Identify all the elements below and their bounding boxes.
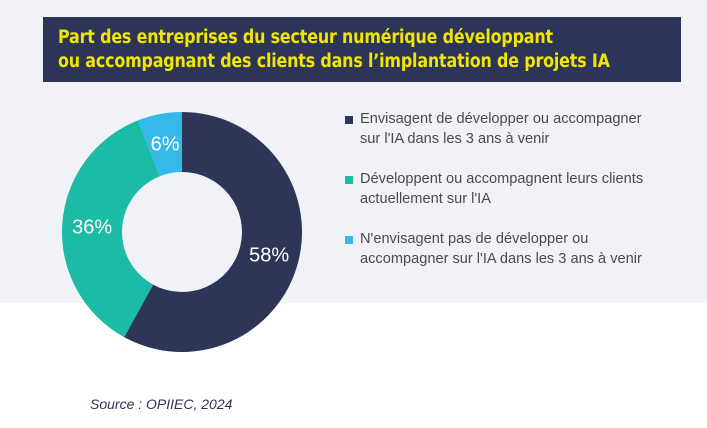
data-label-envisagent: 58%: [249, 244, 289, 266]
donut-slice-envisagent: [124, 112, 302, 352]
donut-slice-nenvisagent-pas: [137, 112, 182, 177]
chart-source: Source : OPIIEC, 2024: [90, 396, 233, 412]
data-label-nenvisagent-pas: 6%: [151, 134, 180, 156]
legend-item-envisagent: Envisagent de développer ou accompagner …: [345, 109, 675, 149]
data-label-developpent: 36%: [72, 216, 112, 238]
legend-item-nenvisagent-pas: N'envisagent pas de développer ou accomp…: [345, 229, 675, 269]
legend-swatch-nenvisagent-pas: [345, 236, 353, 244]
legend-swatch-envisagent: [345, 116, 353, 124]
chart-legend: Envisagent de développer ou accompagner …: [345, 109, 675, 289]
legend-label-developpent: Développent ou accompagnent leurs client…: [360, 171, 644, 207]
legend-item-developpent: Développent ou accompagnent leurs client…: [345, 169, 675, 209]
donut-slice-developpent: [61, 120, 160, 338]
chart-title-box: Part des entreprises du secteur numériqu…: [43, 17, 681, 82]
chart-title-line-1: Part des entreprises du secteur numériqu…: [58, 27, 553, 48]
legend-label-envisagent: Envisagent de développer ou accompagner …: [360, 111, 642, 147]
legend-swatch-developpent: [345, 176, 353, 184]
legend-label-nenvisagent-pas: N'envisagent pas de développer ou accomp…: [360, 231, 642, 267]
donut-hole: [122, 172, 242, 292]
chart-title-line-2: ou accompagnant des clients dans l’impla…: [58, 51, 610, 72]
